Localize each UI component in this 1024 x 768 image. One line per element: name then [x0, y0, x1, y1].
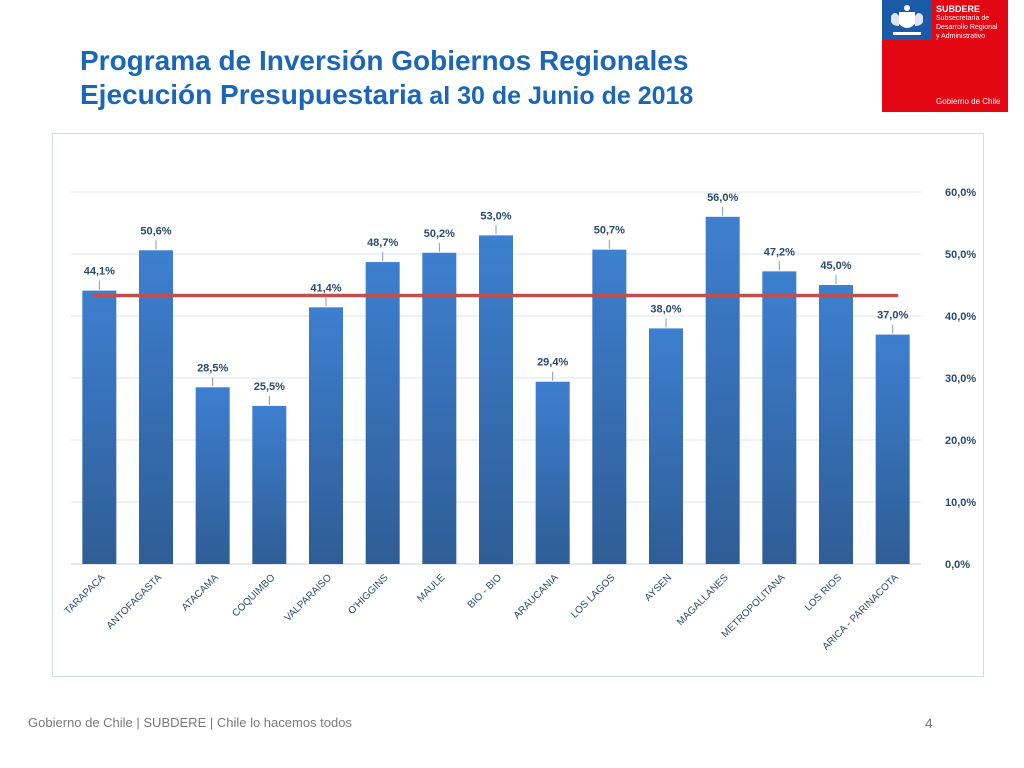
x-tick-label: ARAUCANIA	[512, 572, 561, 621]
data-label: 48,7%	[367, 237, 398, 249]
logo-subtitle-1: Subsecretaría de	[936, 15, 990, 22]
title-line-1: Programa de Inversión Gobiernos Regional…	[80, 45, 689, 76]
footer-text: Gobierno de Chile | SUBDERE | Chile lo h…	[28, 715, 352, 730]
page-number: 4	[925, 715, 933, 731]
y-tick-label: 60,0%	[945, 187, 976, 199]
x-tick-label: MAGALLANES	[675, 572, 731, 628]
x-tick-label: VALPARAISO	[283, 572, 335, 624]
x-tick-label: TARAPACA	[63, 572, 108, 617]
chart-frame: 0,0% 10,0% 20,0% 30,0% 40,0% 50,0% 60,0% 44,1% T…	[52, 133, 984, 677]
bar	[195, 387, 230, 564]
x-tick-label: AYSEN	[643, 572, 674, 603]
x-tick-label: COQUIMBO	[230, 572, 277, 619]
x-tick-label: BIO - BIO	[466, 572, 505, 611]
bar	[479, 235, 513, 564]
data-label: 45,0%	[820, 260, 851, 272]
data-label: 47,2%	[764, 246, 795, 258]
x-tick-label: METROPOLITANA	[720, 572, 788, 640]
y-tick-label: 30,0%	[945, 373, 976, 385]
chile-coat-of-arms-icon	[891, 5, 923, 35]
data-label: 29,4%	[537, 357, 568, 369]
data-label: 41,4%	[310, 282, 341, 294]
bar	[422, 252, 457, 564]
bar	[365, 262, 400, 564]
bar	[819, 285, 853, 564]
bar	[139, 250, 173, 564]
title-line-2-rest: al 30 de Junio de 2018	[422, 82, 694, 110]
title-line-2: Ejecución Presupuestaria al 30 de Junio …	[80, 78, 693, 113]
bar	[649, 328, 683, 564]
bar	[592, 249, 627, 564]
page-title: Programa de Inversión Gobiernos Regional…	[80, 44, 693, 113]
logo-org: SUBDERE Subsecretaría de Desarrollo Regi…	[936, 4, 997, 41]
x-tick-label: ANTOFAGASTA	[105, 572, 165, 632]
y-tick-label: 40,0%	[945, 311, 976, 323]
title-line-2-bold: Ejecución Presupuestaria	[80, 79, 423, 110]
bar	[535, 381, 570, 564]
x-tick-label: LOS RIOS	[803, 572, 844, 613]
logo-org-name: SUBDERE	[936, 4, 981, 14]
bar	[82, 290, 117, 564]
bar	[875, 334, 910, 564]
data-label: 38,0%	[650, 303, 681, 315]
data-label: 56,0%	[707, 192, 738, 204]
bar	[705, 216, 740, 565]
y-tick-label: 10,0%	[945, 497, 976, 509]
data-label: 44,1%	[84, 266, 115, 278]
data-label: 50,2%	[424, 228, 455, 240]
subdere-logo: SUBDERE Subsecretaría de Desarrollo Regi…	[882, 0, 1008, 112]
y-tick-label: 0,0%	[945, 559, 970, 571]
logo-subtitle-3: y Administrativo	[936, 33, 986, 40]
x-tick-label: ATACAMA	[180, 572, 221, 613]
logo-footer: Gobierno de Chile	[936, 97, 1001, 106]
x-tick-label: O'HIGGINS	[346, 572, 391, 617]
y-tick-label: 50,0%	[945, 249, 976, 261]
bar	[252, 405, 287, 564]
bar	[309, 307, 343, 564]
data-label: 50,7%	[594, 225, 625, 237]
bar-chart: 0,0% 10,0% 20,0% 30,0% 40,0% 50,0% 60,0% 44,1% T…	[63, 187, 977, 653]
x-tick-label: LOS LAGOS	[569, 572, 617, 620]
x-tick-label: MAULE	[415, 572, 447, 604]
data-label: 25,5%	[254, 381, 285, 393]
data-label: 37,0%	[877, 310, 908, 322]
data-label: 28,5%	[197, 362, 228, 374]
data-label: 53,0%	[480, 210, 511, 222]
data-label: 50,6%	[140, 225, 171, 237]
logo-subtitle-2: Desarrollo Regional	[936, 24, 998, 31]
y-tick-label: 20,0%	[945, 435, 976, 447]
bar	[762, 271, 797, 564]
